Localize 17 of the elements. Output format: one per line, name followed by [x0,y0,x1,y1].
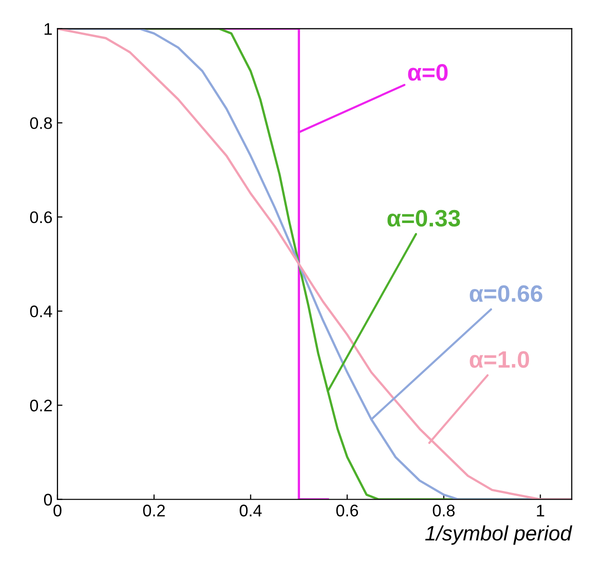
annotation: α=0.66 [470,285,542,302]
annotation: α=1.0 [470,351,530,368]
annotation: α=0 [408,64,448,81]
y-tick-label: 0.8 [30,117,52,130]
x-tick-label: 0.4 [240,504,262,516]
x-tick-label: 1 [536,504,544,516]
y-tick-label: 1 [44,23,52,35]
y-tick-label: 0.4 [30,306,52,318]
x-tick-label: 0.8 [432,504,455,516]
annotation: α=0.33 [388,210,460,227]
y-tick-label: 0.6 [30,211,52,224]
y-tick-label: 0 [44,494,52,506]
x-tick-label: 0 [53,504,62,516]
y-tick-label: 0.2 [30,400,52,412]
x-tick-label: 0.2 [143,504,165,516]
x-axis-title: 1/symbol period [425,525,572,545]
x-tick-label: 0.6 [336,504,358,516]
